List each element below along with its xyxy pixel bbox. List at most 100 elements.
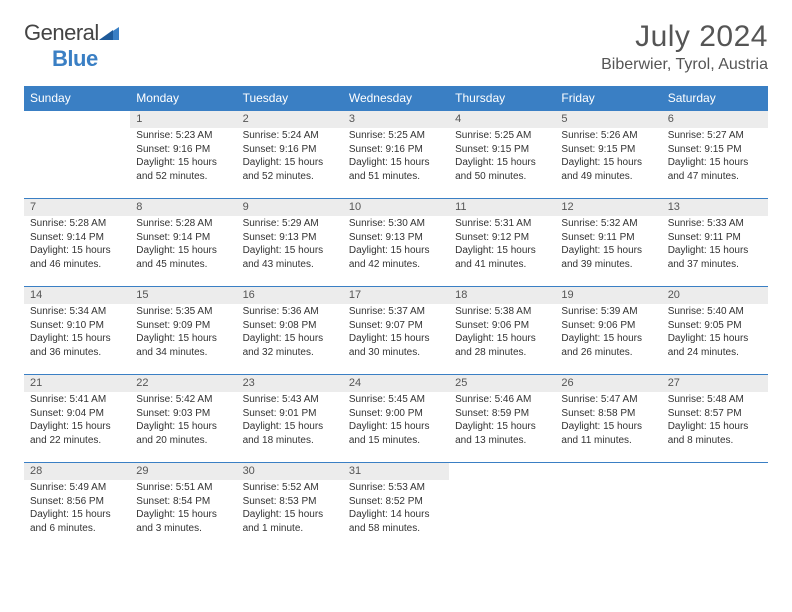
daylight-line: Daylight: 15 hours and 52 minutes.	[243, 156, 337, 183]
daylight-line: Daylight: 15 hours and 30 minutes.	[349, 332, 443, 359]
day-detail-cell: Sunrise: 5:48 AMSunset: 8:57 PMDaylight:…	[662, 392, 768, 462]
daylight-line: Daylight: 15 hours and 34 minutes.	[136, 332, 230, 359]
day-number-row: 28293031	[24, 462, 768, 480]
sunrise-line: Sunrise: 5:34 AM	[30, 305, 124, 319]
sunrise-line: Sunrise: 5:40 AM	[668, 305, 762, 319]
sunset-line: Sunset: 9:12 PM	[455, 231, 549, 245]
weekday-header: Wednesday	[343, 86, 449, 110]
day-number-cell: 16	[237, 286, 343, 304]
day-detail-cell: Sunrise: 5:37 AMSunset: 9:07 PMDaylight:…	[343, 304, 449, 374]
sunset-line: Sunset: 9:06 PM	[561, 319, 655, 333]
sunset-line: Sunset: 9:14 PM	[30, 231, 124, 245]
sunrise-line: Sunrise: 5:28 AM	[136, 217, 230, 231]
sunset-line: Sunset: 9:08 PM	[243, 319, 337, 333]
sunrise-line: Sunrise: 5:41 AM	[30, 393, 124, 407]
day-detail-cell: Sunrise: 5:45 AMSunset: 9:00 PMDaylight:…	[343, 392, 449, 462]
sunrise-line: Sunrise: 5:25 AM	[349, 129, 443, 143]
sunset-line: Sunset: 8:53 PM	[243, 495, 337, 509]
day-number-cell: 20	[662, 286, 768, 304]
day-number-cell: 2	[237, 110, 343, 128]
day-number-cell: 13	[662, 198, 768, 216]
sunrise-line: Sunrise: 5:28 AM	[30, 217, 124, 231]
sunset-line: Sunset: 9:11 PM	[561, 231, 655, 245]
day-number-cell: 30	[237, 462, 343, 480]
sunrise-line: Sunrise: 5:32 AM	[561, 217, 655, 231]
day-number-cell: 1	[130, 110, 236, 128]
daylight-line: Daylight: 15 hours and 42 minutes.	[349, 244, 443, 271]
day-detail-cell: Sunrise: 5:40 AMSunset: 9:05 PMDaylight:…	[662, 304, 768, 374]
logo-text-blue: Blue	[52, 46, 98, 71]
day-detail-cell: Sunrise: 5:28 AMSunset: 9:14 PMDaylight:…	[24, 216, 130, 286]
day-number-cell: 23	[237, 374, 343, 392]
day-detail-cell: Sunrise: 5:42 AMSunset: 9:03 PMDaylight:…	[130, 392, 236, 462]
day-detail-row: Sunrise: 5:34 AMSunset: 9:10 PMDaylight:…	[24, 304, 768, 374]
day-number-row: 78910111213	[24, 198, 768, 216]
location-text: Biberwier, Tyrol, Austria	[601, 56, 768, 74]
sunrise-line: Sunrise: 5:46 AM	[455, 393, 549, 407]
month-title: July 2024	[601, 20, 768, 54]
sunrise-line: Sunrise: 5:29 AM	[243, 217, 337, 231]
daylight-line: Daylight: 15 hours and 46 minutes.	[30, 244, 124, 271]
weekday-header: Monday	[130, 86, 236, 110]
sunrise-line: Sunrise: 5:37 AM	[349, 305, 443, 319]
sunrise-line: Sunrise: 5:24 AM	[243, 129, 337, 143]
daylight-line: Daylight: 15 hours and 6 minutes.	[30, 508, 124, 535]
calendar-body: 123456Sunrise: 5:23 AMSunset: 9:16 PMDay…	[24, 110, 768, 550]
daylight-line: Daylight: 15 hours and 28 minutes.	[455, 332, 549, 359]
daylight-line: Daylight: 15 hours and 41 minutes.	[455, 244, 549, 271]
day-detail-cell: Sunrise: 5:53 AMSunset: 8:52 PMDaylight:…	[343, 480, 449, 550]
sunrise-line: Sunrise: 5:38 AM	[455, 305, 549, 319]
day-detail-cell: Sunrise: 5:25 AMSunset: 9:16 PMDaylight:…	[343, 128, 449, 198]
sunset-line: Sunset: 8:58 PM	[561, 407, 655, 421]
sunrise-line: Sunrise: 5:53 AM	[349, 481, 443, 495]
day-number-cell: 26	[555, 374, 661, 392]
sunset-line: Sunset: 9:16 PM	[136, 143, 230, 157]
day-detail-cell: Sunrise: 5:27 AMSunset: 9:15 PMDaylight:…	[662, 128, 768, 198]
daylight-line: Daylight: 15 hours and 24 minutes.	[668, 332, 762, 359]
sunrise-line: Sunrise: 5:25 AM	[455, 129, 549, 143]
daylight-line: Daylight: 15 hours and 20 minutes.	[136, 420, 230, 447]
day-detail-cell	[662, 480, 768, 550]
day-number-cell: 10	[343, 198, 449, 216]
weekday-header: Friday	[555, 86, 661, 110]
daylight-line: Daylight: 15 hours and 45 minutes.	[136, 244, 230, 271]
day-number-row: 14151617181920	[24, 286, 768, 304]
sunrise-line: Sunrise: 5:26 AM	[561, 129, 655, 143]
sunset-line: Sunset: 8:56 PM	[30, 495, 124, 509]
sunset-line: Sunset: 9:05 PM	[668, 319, 762, 333]
daylight-line: Daylight: 15 hours and 49 minutes.	[561, 156, 655, 183]
day-detail-cell: Sunrise: 5:43 AMSunset: 9:01 PMDaylight:…	[237, 392, 343, 462]
daylight-line: Daylight: 15 hours and 36 minutes.	[30, 332, 124, 359]
daylight-line: Daylight: 15 hours and 37 minutes.	[668, 244, 762, 271]
sunset-line: Sunset: 8:57 PM	[668, 407, 762, 421]
daylight-line: Daylight: 15 hours and 39 minutes.	[561, 244, 655, 271]
day-number-cell: 18	[449, 286, 555, 304]
sunrise-line: Sunrise: 5:33 AM	[668, 217, 762, 231]
daylight-line: Daylight: 15 hours and 3 minutes.	[136, 508, 230, 535]
day-number-cell: 7	[24, 198, 130, 216]
weekday-header-row: SundayMondayTuesdayWednesdayThursdayFrid…	[24, 86, 768, 110]
sunrise-line: Sunrise: 5:49 AM	[30, 481, 124, 495]
page-header: General Blue July 2024 Biberwier, Tyrol,…	[24, 20, 768, 74]
sunrise-line: Sunrise: 5:36 AM	[243, 305, 337, 319]
day-number-cell: 6	[662, 110, 768, 128]
sunrise-line: Sunrise: 5:51 AM	[136, 481, 230, 495]
day-detail-cell: Sunrise: 5:35 AMSunset: 9:09 PMDaylight:…	[130, 304, 236, 374]
sunrise-line: Sunrise: 5:23 AM	[136, 129, 230, 143]
sunset-line: Sunset: 9:15 PM	[561, 143, 655, 157]
day-detail-row: Sunrise: 5:28 AMSunset: 9:14 PMDaylight:…	[24, 216, 768, 286]
day-detail-cell: Sunrise: 5:41 AMSunset: 9:04 PMDaylight:…	[24, 392, 130, 462]
weekday-header: Thursday	[449, 86, 555, 110]
day-number-cell: 5	[555, 110, 661, 128]
day-detail-cell: Sunrise: 5:52 AMSunset: 8:53 PMDaylight:…	[237, 480, 343, 550]
sunrise-line: Sunrise: 5:43 AM	[243, 393, 337, 407]
calendar-table: SundayMondayTuesdayWednesdayThursdayFrid…	[24, 86, 768, 550]
day-detail-cell: Sunrise: 5:26 AMSunset: 9:15 PMDaylight:…	[555, 128, 661, 198]
day-number-cell: 8	[130, 198, 236, 216]
sunset-line: Sunset: 9:15 PM	[455, 143, 549, 157]
sunset-line: Sunset: 9:09 PM	[136, 319, 230, 333]
sunset-line: Sunset: 9:00 PM	[349, 407, 443, 421]
sunrise-line: Sunrise: 5:27 AM	[668, 129, 762, 143]
day-number-cell	[555, 462, 661, 480]
day-detail-cell	[24, 128, 130, 198]
